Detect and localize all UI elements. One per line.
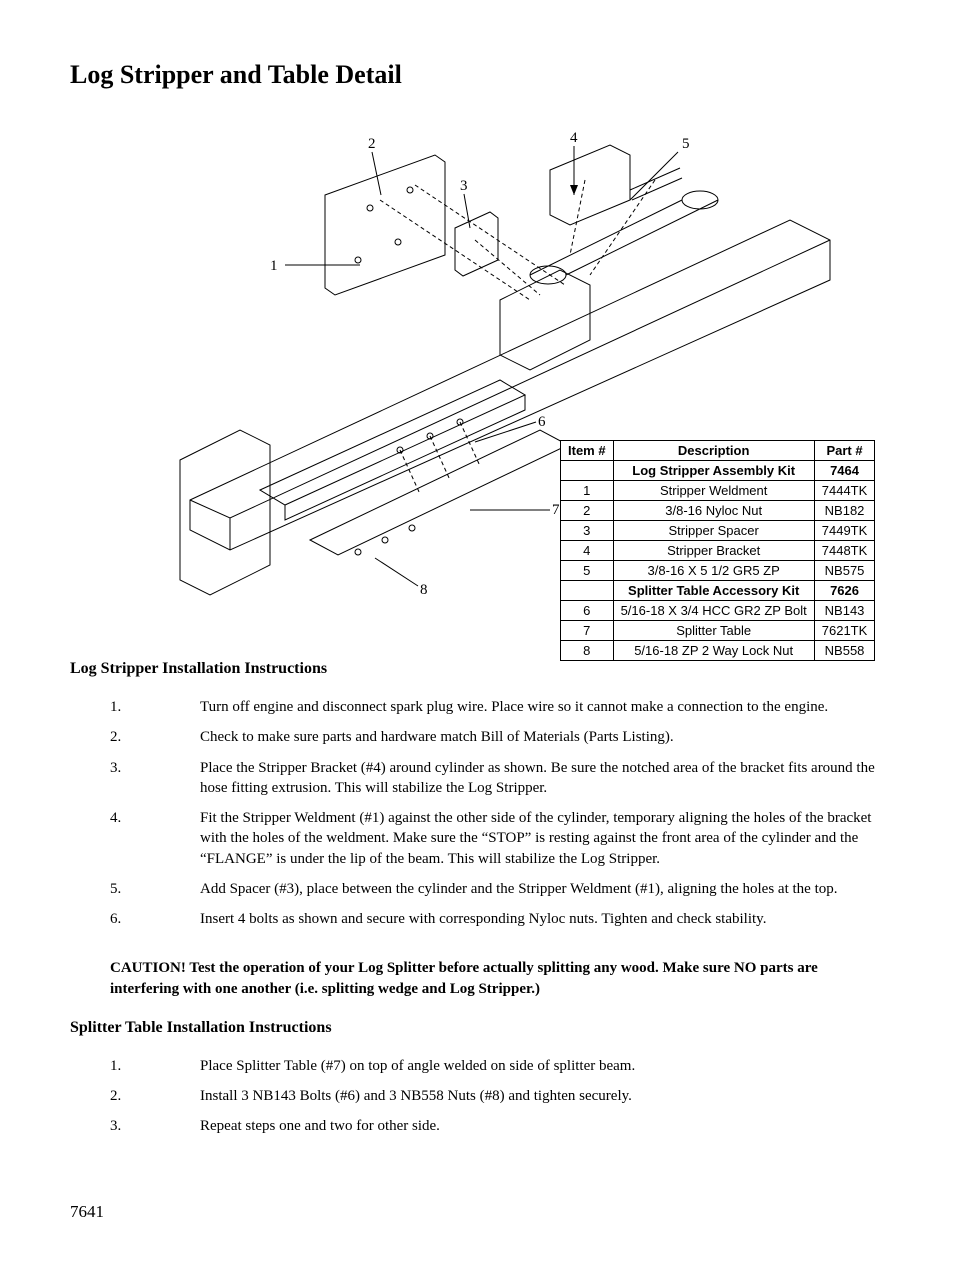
instruction-step: 1.Turn off engine and disconnect spark p… [110, 692, 884, 722]
table-cell: 7449TK [814, 521, 875, 541]
step-text: Turn off engine and disconnect spark plu… [200, 697, 884, 717]
table-cell: Splitter Table [613, 621, 814, 641]
callout-label-4: 4 [570, 130, 578, 147]
step-text: Check to make sure parts and hardware ma… [200, 727, 884, 747]
instruction-step: 2.Check to make sure parts and hardware … [110, 722, 884, 752]
table-header-row: Item # Description Part # [561, 441, 875, 461]
table-row: 23/8-16 Nyloc NutNB182 [561, 501, 875, 521]
document-page: Log Stripper and Table Detail [0, 0, 954, 1262]
callout-label-7: 7 [552, 502, 560, 519]
step-text: Repeat steps one and two for other side. [200, 1116, 884, 1136]
callout-label-5: 5 [682, 136, 690, 153]
col-item: Item # [561, 441, 614, 461]
step-text: Add Spacer (#3), place between the cylin… [200, 879, 884, 899]
step-number: 1. [110, 697, 200, 717]
callout-label-1: 1 [270, 258, 278, 275]
step-number: 4. [110, 808, 200, 869]
col-desc: Description [613, 441, 814, 461]
step-number: 3. [110, 1116, 200, 1136]
step-number: 3. [110, 758, 200, 799]
table-cell: 7 [561, 621, 614, 641]
table-cell: 3 [561, 521, 614, 541]
table-row: Log Stripper Assembly Kit7464 [561, 461, 875, 481]
table-row: 4Stripper Bracket7448TK [561, 541, 875, 561]
table-cell: Splitter Table Accessory Kit [613, 581, 814, 601]
step-number: 2. [110, 727, 200, 747]
instruction-step: 4.Fit the Stripper Weldment (#1) against… [110, 803, 884, 874]
table-cell: 5/16-18 X 3/4 HCC GR2 ZP Bolt [613, 601, 814, 621]
table-cell: 7464 [814, 461, 875, 481]
step-text: Place Splitter Table (#7) on top of angl… [200, 1056, 884, 1076]
parts-table: Item # Description Part # Log Stripper A… [560, 440, 875, 661]
table-cell [561, 581, 614, 601]
table-cell: Stripper Spacer [613, 521, 814, 541]
table-cell: NB575 [814, 561, 875, 581]
table-cell: 7621TK [814, 621, 875, 641]
step-text: Insert 4 bolts as shown and secure with … [200, 909, 884, 929]
callout-label-8: 8 [420, 582, 428, 599]
exploded-diagram: 12345678 Item # Description Part # Log S… [70, 100, 900, 640]
step-number: 2. [110, 1086, 200, 1106]
table-cell: 7444TK [814, 481, 875, 501]
step-text: Install 3 NB143 Bolts (#6) and 3 NB558 N… [200, 1086, 884, 1106]
table-cell: 5 [561, 561, 614, 581]
table-cell: NB143 [814, 601, 875, 621]
table-row: 85/16-18 ZP 2 Way Lock NutNB558 [561, 641, 875, 661]
table-cell: Log Stripper Assembly Kit [613, 461, 814, 481]
table-cell: Stripper Weldment [613, 481, 814, 501]
step-number: 6. [110, 909, 200, 929]
footer-document-number: 7641 [70, 1202, 884, 1222]
table-cell: 2 [561, 501, 614, 521]
instruction-step: 2.Install 3 NB143 Bolts (#6) and 3 NB558… [110, 1081, 884, 1111]
table-cell: 3/8-16 Nyloc Nut [613, 501, 814, 521]
log-stripper-instructions: 1.Turn off engine and disconnect spark p… [110, 692, 884, 934]
table-row: 7Splitter Table7621TK [561, 621, 875, 641]
step-number: 5. [110, 879, 200, 899]
table-cell [561, 461, 614, 481]
table-cell: NB182 [814, 501, 875, 521]
table-cell: 5/16-18 ZP 2 Way Lock Nut [613, 641, 814, 661]
table-cell: 7626 [814, 581, 875, 601]
table-cell: 4 [561, 541, 614, 561]
table-cell: 7448TK [814, 541, 875, 561]
instruction-step: 1.Place Splitter Table (#7) on top of an… [110, 1051, 884, 1081]
table-cell: Stripper Bracket [613, 541, 814, 561]
section1-heading: Log Stripper Installation Instructions [70, 660, 884, 678]
table-cell: 1 [561, 481, 614, 501]
callout-label-2: 2 [368, 136, 376, 153]
instruction-step: 3.Place the Stripper Bracket (#4) around… [110, 753, 884, 804]
instruction-step: 3.Repeat steps one and two for other sid… [110, 1111, 884, 1141]
table-cell: 8 [561, 641, 614, 661]
step-text: Fit the Stripper Weldment (#1) against t… [200, 808, 884, 869]
table-row: 1Stripper Weldment7444TK [561, 481, 875, 501]
callout-label-3: 3 [460, 178, 468, 195]
caution-text: CAUTION! Test the operation of your Log … [110, 958, 884, 999]
splitter-table-instructions: 1.Place Splitter Table (#7) on top of an… [110, 1051, 884, 1142]
step-number: 1. [110, 1056, 200, 1076]
instruction-step: 6.Insert 4 bolts as shown and secure wit… [110, 904, 884, 934]
table-cell: NB558 [814, 641, 875, 661]
page-title: Log Stripper and Table Detail [70, 60, 884, 90]
callout-label-6: 6 [538, 414, 546, 431]
table-row: Splitter Table Accessory Kit7626 [561, 581, 875, 601]
table-cell: 3/8-16 X 5 1/2 GR5 ZP [613, 561, 814, 581]
instruction-step: 5.Add Spacer (#3), place between the cyl… [110, 874, 884, 904]
section2-heading: Splitter Table Installation Instructions [70, 1019, 884, 1037]
table-row: 3Stripper Spacer7449TK [561, 521, 875, 541]
table-row: 65/16-18 X 3/4 HCC GR2 ZP BoltNB143 [561, 601, 875, 621]
table-cell: 6 [561, 601, 614, 621]
col-part: Part # [814, 441, 875, 461]
step-text: Place the Stripper Bracket (#4) around c… [200, 758, 884, 799]
table-row: 53/8-16 X 5 1/2 GR5 ZPNB575 [561, 561, 875, 581]
